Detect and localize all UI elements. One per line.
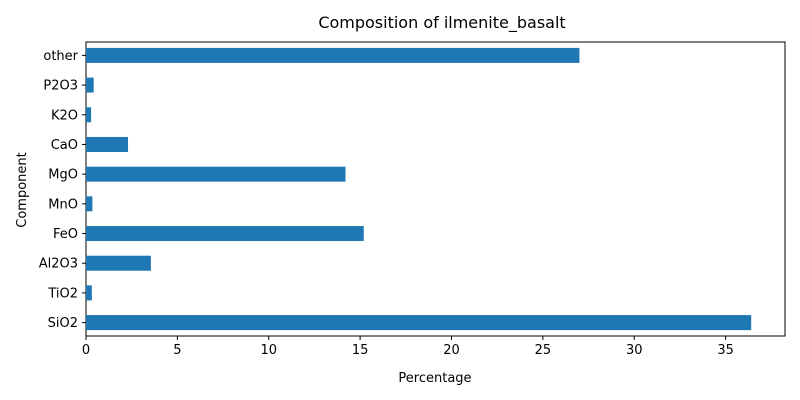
bar-sio2 bbox=[86, 315, 752, 331]
y-axis-label: Component bbox=[15, 152, 30, 227]
y-tick-label: CaO bbox=[51, 138, 78, 153]
chart-title: Composition of ilmenite_basalt bbox=[318, 13, 565, 33]
bar-cao bbox=[86, 136, 129, 152]
y-tick-label: FeO bbox=[53, 227, 78, 242]
x-tick-label: 25 bbox=[535, 343, 552, 358]
x-tick-label: 15 bbox=[352, 343, 369, 358]
y-tick-label: SiO2 bbox=[48, 316, 78, 331]
y-tick-label: TiO2 bbox=[47, 286, 78, 301]
bar-tio2 bbox=[86, 285, 92, 301]
bar-feo bbox=[86, 226, 364, 242]
x-tick-label: 10 bbox=[260, 343, 277, 358]
plot-area bbox=[85, 41, 786, 337]
x-axis-ticks: 0 5 10 15 20 25 30 35 bbox=[82, 336, 734, 358]
y-tick-label: MnO bbox=[48, 197, 78, 212]
x-tick-label: 5 bbox=[173, 343, 181, 358]
x-axis-label: Percentage bbox=[398, 371, 471, 386]
y-tick-label: MgO bbox=[48, 168, 78, 183]
x-tick-label: 20 bbox=[443, 343, 460, 358]
y-tick-label: K2O bbox=[51, 108, 78, 123]
x-tick-label: 0 bbox=[82, 343, 90, 358]
y-axis-ticks: SiO2 TiO2 Al2O3 FeO MnO MgO CaO K2O P2O3 other bbox=[39, 49, 86, 331]
bar-al2o3 bbox=[86, 255, 151, 271]
x-tick-label: 30 bbox=[626, 343, 643, 358]
bars bbox=[86, 47, 752, 331]
bar-p2o3 bbox=[86, 77, 94, 93]
bar-mno bbox=[86, 196, 93, 212]
bar-k2o bbox=[86, 107, 92, 123]
plot-frame bbox=[85, 41, 786, 337]
y-tick-label: P2O3 bbox=[43, 79, 78, 94]
bar-mgo bbox=[86, 166, 346, 182]
y-tick-label: Al2O3 bbox=[39, 257, 78, 272]
bar-other bbox=[86, 47, 580, 63]
x-tick-label: 35 bbox=[717, 343, 734, 358]
y-tick-label: other bbox=[43, 49, 78, 64]
